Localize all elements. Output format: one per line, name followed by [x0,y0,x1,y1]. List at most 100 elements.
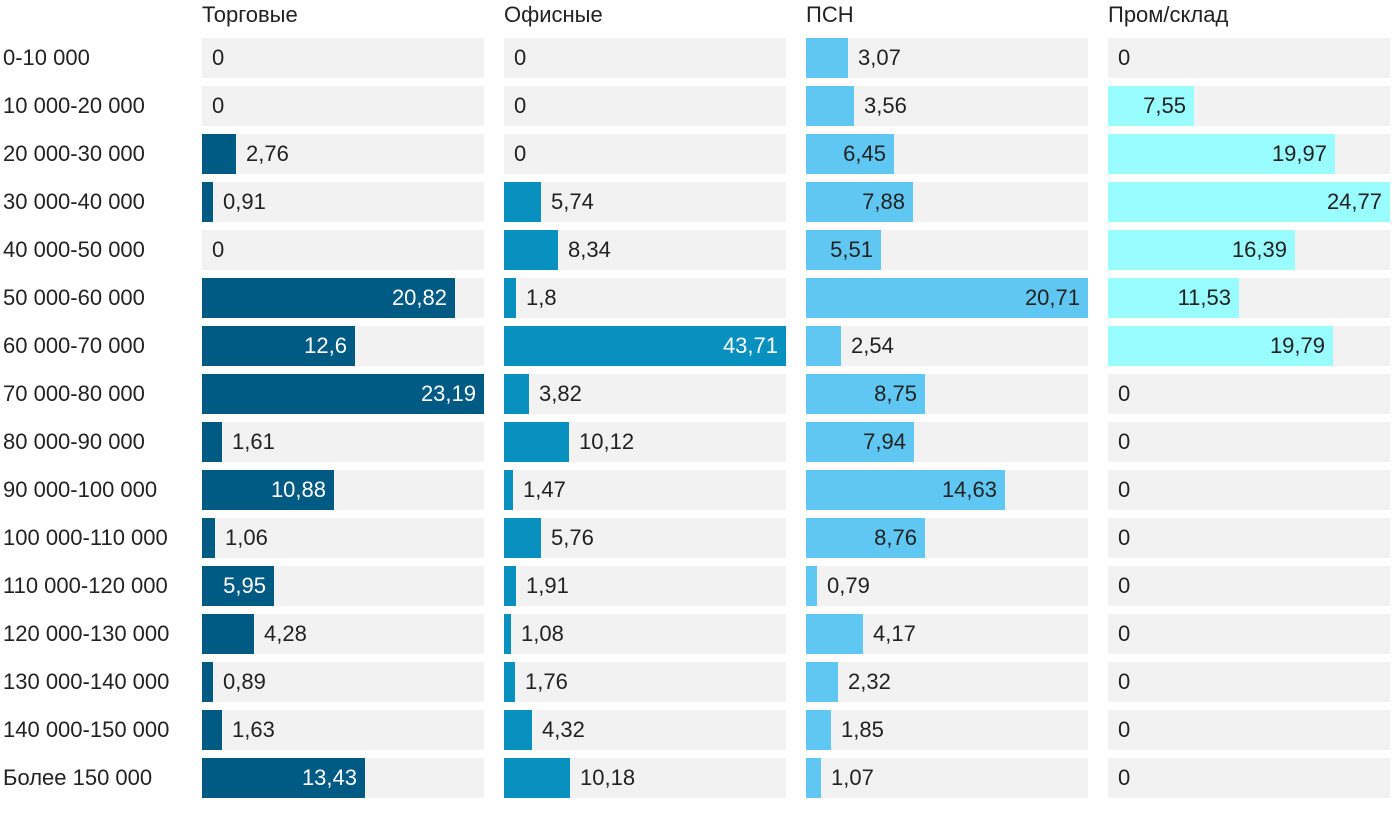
bar-track [806,710,1088,750]
category-label: Более 150 000 [3,765,153,790]
category-label: 70 000-80 000 [3,381,145,406]
value-label: 5,76 [551,525,594,550]
bar-track [504,278,786,318]
value-label: 12,6 [304,333,347,358]
value-label: 7,94 [863,429,906,454]
bar [806,710,831,750]
bar [202,422,222,462]
column-title-office: Офисные [504,2,603,27]
bar [806,182,913,222]
value-label: 8,76 [874,525,917,550]
value-label: 5,51 [830,237,873,262]
bar [806,758,821,798]
bar [202,470,334,510]
value-label: 3,56 [864,93,907,118]
category-label: 140 000-150 000 [3,717,170,742]
bar [1108,326,1333,366]
value-label: 19,97 [1271,141,1327,166]
bar-track [1108,662,1390,702]
bar-track [202,134,484,174]
bar-track [806,662,1088,702]
value-label: 0 [514,141,527,166]
bar-track [504,662,786,702]
bar-track [806,38,1088,78]
bar [504,470,513,510]
bar-track [1108,38,1390,78]
value-label: 0 [1118,669,1131,694]
value-label: 13,43 [301,765,357,790]
bar [202,614,254,654]
value-label: 2,76 [246,141,289,166]
category-label: 50 000-60 000 [3,285,145,310]
bar-track [1108,566,1390,606]
value-label: 1,91 [526,573,569,598]
bar-track [202,86,484,126]
bar-track [202,662,484,702]
bar [504,662,515,702]
bar [202,758,365,798]
value-label: 3,07 [858,45,901,70]
bar [504,374,529,414]
bar [202,278,455,318]
bar-track [1108,422,1390,462]
bar [504,710,532,750]
bar-track [806,326,1088,366]
bar [202,326,355,366]
value-label: 14,63 [941,477,997,502]
bar-track [1108,758,1390,798]
value-label: 0,91 [223,189,266,214]
bar [806,374,925,414]
category-label: 60 000-70 000 [3,333,145,358]
value-label: 19,79 [1269,333,1325,358]
value-label: 0 [1118,477,1131,502]
value-label: 6,45 [843,141,886,166]
value-label: 16,39 [1231,237,1287,262]
bar [202,374,484,414]
bar-track [806,758,1088,798]
bar [806,518,925,558]
value-label: 11,53 [1177,285,1231,310]
bar-track [504,134,786,174]
bar [504,758,570,798]
value-label: 2,54 [851,333,894,358]
value-label: 0 [212,45,225,70]
bar-track [202,422,484,462]
bar [504,422,569,462]
value-label: 0 [1118,45,1131,70]
category-label: 40 000-50 000 [3,237,145,262]
category-label: 20 000-30 000 [3,141,145,166]
bar-track [202,38,484,78]
bar [202,518,215,558]
value-label: 20,71 [1024,285,1080,310]
category-label: 80 000-90 000 [3,429,145,454]
category-label: 120 000-130 000 [3,621,170,646]
value-label: 1,47 [523,477,566,502]
category-label: 10 000-20 000 [3,93,145,118]
value-label: 0 [1118,381,1131,406]
value-label: 1,61 [232,429,275,454]
value-label: 0 [1118,717,1131,742]
bar-track [504,182,786,222]
category-label: 110 000-120 000 [3,573,168,598]
bar [1108,86,1194,126]
bar-track [504,86,786,126]
value-label: 1,06 [225,525,268,550]
category-label: 30 000-40 000 [3,189,145,214]
bar-track [202,182,484,222]
bar [806,470,1005,510]
value-label: 0 [1118,573,1131,598]
value-label: 8,75 [874,381,917,406]
value-label: 1,63 [232,717,275,742]
bar-track [806,566,1088,606]
column-title-industrial: Пром/склад [1108,2,1229,27]
value-label: 3,82 [539,381,582,406]
value-label: 10,12 [579,429,635,454]
value-label: 0 [1118,525,1131,550]
column-title-psn: ПСН [806,2,854,27]
value-label: 0 [514,93,527,118]
bar [202,566,274,606]
bar [1108,278,1239,318]
category-label: 0-10 000 [3,45,90,70]
bar [806,566,817,606]
